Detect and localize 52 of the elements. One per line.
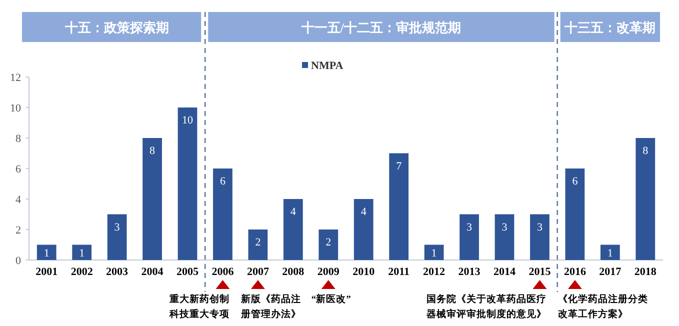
x-tick-label: 2006 [212,266,234,278]
x-tick-label: 2015 [528,266,552,278]
x-tick-label: 2014 [494,266,516,278]
y-tick-label: 2 [16,224,21,236]
annotation: “新医改” [311,295,351,305]
x-tick-label: 2008 [282,266,305,278]
data-label: 8 [642,145,649,157]
annotation: 新版《药品注册管理办法》 [240,295,301,320]
data-label: 7 [396,160,402,172]
x-tick-label: 2001 [36,266,58,278]
annotation: 《化学药品注册分类改革工作方案》 [558,295,648,320]
legend: NMPA [302,60,344,72]
data-label: 2 [255,236,261,248]
x-tick-label: 2016 [564,266,586,278]
x-tick-label: 2018 [634,266,657,278]
y-tick-label: 0 [16,255,22,267]
data-label: 4 [290,206,296,218]
y-tick-label: 4 [16,194,22,206]
data-label: 1 [79,247,85,260]
y-tick-label: 8 [16,133,22,145]
data-label: 3 [466,221,473,234]
x-tick-label: 2017 [599,266,622,278]
period-header: 十五：政策探索期 [22,12,202,42]
text: 十一五/十二五：审批规范期 [300,20,462,35]
x-tick-label: 2004 [141,266,164,278]
data-label: 6 [572,176,578,188]
annotation: 国务院《关于改革药品医疗器械审评审批制度的意见》 [426,295,547,320]
legend-label: NMPA [311,60,344,72]
data-label: 10 [182,114,194,126]
x-tick-label: 2010 [352,266,376,278]
x-tick-label: 2012 [423,266,446,278]
y-tick-label: 6 [16,164,22,176]
x-tick-label: 2005 [176,266,199,278]
y-tick-label: 12 [10,72,21,84]
x-tick-label: 2002 [70,266,94,278]
data-label: 3 [502,221,508,234]
annotation: 重大新药创制科技重大专项 [170,295,230,320]
y-tick-label: 10 [10,102,22,114]
x-tick-label: 2007 [246,266,270,278]
data-label: 1 [607,247,613,260]
x-tick-label: 2009 [317,266,340,278]
x-tick-label: 2013 [458,266,481,278]
data-label: 4 [360,206,367,218]
data-label: 1 [431,247,437,260]
x-tick-label: 2011 [388,266,410,278]
data-label: 1 [44,247,50,260]
data-label: 3 [536,221,543,234]
data-label: 6 [220,176,226,188]
data-label: 2 [326,236,332,248]
data-label: 3 [114,221,120,234]
x-tick-label: 2003 [106,266,129,278]
data-label: 8 [150,145,156,157]
